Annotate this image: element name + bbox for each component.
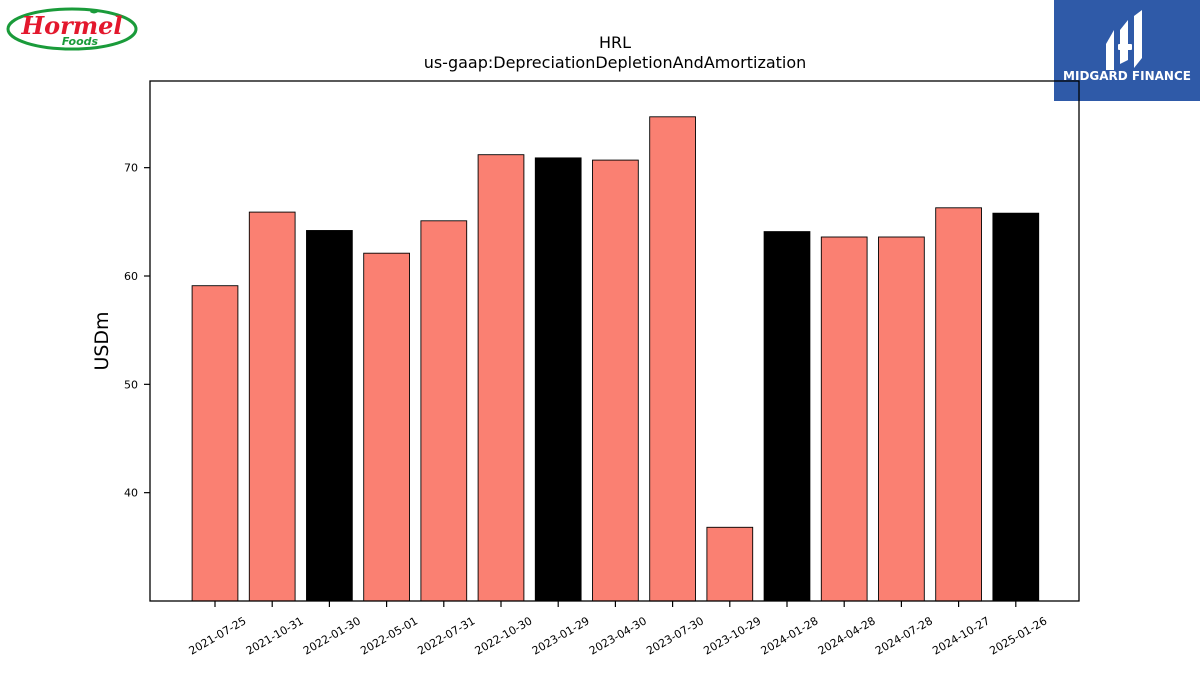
x-tick-label: 2024-01-28 <box>759 614 821 657</box>
x-tick-label: 2022-10-30 <box>473 614 535 657</box>
bar-2024-10-27 <box>935 207 982 602</box>
bar-2023-10-29 <box>706 526 754 602</box>
y-tick-label: 70 <box>124 162 138 175</box>
x-tick-label: 2023-10-29 <box>701 614 763 657</box>
bar-2022-10-30 <box>477 154 525 602</box>
svg-text:Foods: Foods <box>62 35 99 48</box>
chart-subtitle: us-gaap:DepreciationDepletionAndAmortiza… <box>424 53 807 72</box>
y-axis-ticks: 40 50 60 70 <box>124 162 150 500</box>
y-tick-label: 60 <box>124 270 138 283</box>
x-tick-label: 2024-07-28 <box>873 614 935 657</box>
y-axis-label: USDm <box>91 311 113 370</box>
x-tick-label: 2024-10-27 <box>930 614 992 657</box>
x-tick-label: 2021-07-25 <box>187 614 249 657</box>
chart-title: HRL <box>599 33 631 52</box>
x-tick-label: 2022-05-01 <box>358 614 420 657</box>
bar-2021-07-25 <box>191 285 239 602</box>
bar-2024-04-28 <box>820 236 868 602</box>
svg-text:MIDGARD FINANCE: MIDGARD FINANCE <box>1063 69 1191 83</box>
midgard-finance-logo: MIDGARD FINANCE <box>1054 0 1200 101</box>
x-tick-label: 2022-01-30 <box>301 614 363 657</box>
svg-text:Hormel: Hormel <box>20 11 122 40</box>
bar-2024-07-28 <box>878 236 925 602</box>
bar-series <box>191 116 1040 602</box>
bar-2023-07-30 <box>649 116 696 602</box>
x-tick-label: 2022-07-31 <box>415 614 477 657</box>
bar-2021-10-31 <box>248 211 296 602</box>
bar-2022-07-31 <box>420 220 468 602</box>
x-tick-label: 2023-04-30 <box>587 614 649 657</box>
y-tick-label: 40 <box>124 487 138 500</box>
bar-2023-01-29 <box>534 157 582 602</box>
x-tick-label: 2023-01-29 <box>530 614 592 657</box>
x-axis-ticks: 2021-07-252021-10-312022-01-302022-05-01… <box>187 601 1049 658</box>
bar-2023-04-30 <box>592 159 639 602</box>
midgard-mark-icon <box>1106 10 1142 70</box>
bar-2022-01-30 <box>306 230 353 602</box>
x-tick-label: 2023-07-30 <box>644 614 706 657</box>
bar-2024-01-28 <box>763 231 811 602</box>
x-tick-label: 2024-04-28 <box>816 614 878 657</box>
bar-2022-05-01 <box>363 252 410 602</box>
x-tick-label: 2021-10-31 <box>244 614 306 657</box>
hormel-foods-logo: Hormel Foods <box>6 7 138 51</box>
plot-frame <box>149 80 1080 602</box>
x-tick-label: 2025-01-26 <box>987 614 1049 657</box>
bar-2025-01-26 <box>992 212 1040 602</box>
y-tick-label: 50 <box>124 378 138 391</box>
